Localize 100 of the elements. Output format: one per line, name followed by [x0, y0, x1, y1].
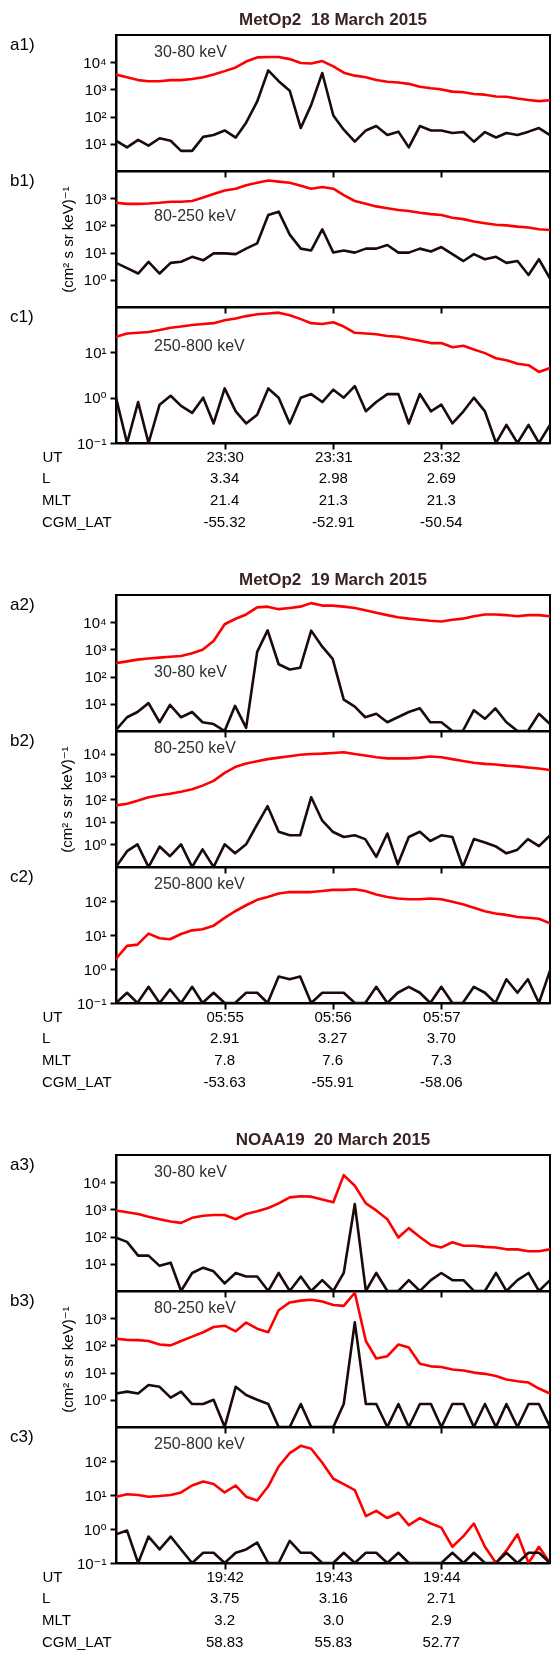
text: 2.71 [426, 1589, 456, 1606]
text: 7.6 [322, 1051, 344, 1068]
x-tick-label: 19:44 [423, 1567, 461, 1585]
y-axis-title: (cm² s sr keV)⁻¹ [58, 186, 76, 293]
y-tick-label: 10² [84, 108, 107, 126]
text: a3) [10, 1155, 35, 1174]
text: c2) [10, 867, 34, 886]
y-tick-label: 10⁴ [83, 53, 107, 71]
annotation: 80-250 keV [154, 207, 237, 224]
y-tick-label: 10¹ [84, 1255, 107, 1273]
x-tick-label: 05:57 [423, 1007, 461, 1025]
y-tick-label: 10² [84, 216, 107, 234]
x-tick-label: 19:42 [206, 1567, 244, 1585]
text: CGM_LAT [42, 513, 112, 530]
text: c1) [10, 307, 34, 326]
text: -52.91 [312, 513, 355, 530]
text: MLT [42, 491, 71, 508]
text: 55.83 [314, 1633, 353, 1650]
text: 3.27 [318, 1029, 348, 1046]
text: 21.3 [426, 491, 456, 508]
chart-title: MetOp2 19 March 2015 [238, 570, 428, 589]
y-tick-label: 10² [84, 668, 107, 686]
text: -55.32 [203, 513, 246, 530]
line-series [116, 179, 550, 232]
annotation: 30-80 keV [154, 1163, 228, 1180]
y-tick-label: 10¹ [84, 926, 107, 944]
line-series [116, 601, 550, 665]
line-series [116, 311, 550, 374]
text: 2.9 [430, 1611, 452, 1628]
y-tick-label: 10⁴ [83, 1173, 107, 1191]
text: 3.70 [426, 1029, 456, 1046]
x-tick-label: 23:32 [423, 447, 461, 465]
text: 3.0 [322, 1611, 344, 1628]
y-tick-label: 10³ [84, 189, 107, 207]
y-tick-label: 10⁻¹ [76, 1554, 107, 1572]
text: b3) [10, 1291, 35, 1310]
text: 21.4 [210, 491, 240, 508]
text: b1) [10, 171, 35, 190]
text: 3.16 [318, 1589, 348, 1606]
annotation: 250-800 keV [154, 337, 246, 354]
y-tick-label: 10¹ [84, 1364, 107, 1382]
text: a1) [10, 35, 35, 54]
y-axis-title: (cm² s sr keV)⁻¹ [58, 746, 76, 853]
x-axis-title: UT [42, 447, 63, 465]
text: 58.83 [205, 1633, 244, 1650]
y-tick-label: 10⁰ [83, 960, 107, 978]
text: MLT [42, 1611, 71, 1628]
y-tick-label: 10² [84, 892, 107, 910]
y-tick-label: 10¹ [84, 135, 107, 153]
y-tick-label: 10¹ [84, 695, 107, 713]
x-tick-label: 05:56 [314, 1007, 352, 1025]
x-tick-label: 23:31 [315, 447, 353, 465]
y-tick-label: 10¹ [84, 244, 107, 262]
line-series [116, 210, 550, 280]
y-tick-label: 10¹ [84, 343, 107, 361]
line-series [116, 55, 550, 103]
y-tick-label: 10¹ [84, 813, 107, 831]
x-tick-label: 05:55 [206, 1007, 244, 1025]
y-tick-label: 10⁰ [83, 1520, 107, 1538]
text: -58.06 [420, 1073, 463, 1090]
y-tick-label: 10⁴ [83, 613, 107, 631]
text: 7.8 [214, 1051, 236, 1068]
text: L [42, 469, 51, 486]
text: -55.91 [311, 1073, 354, 1090]
y-tick-label: 10⁰ [83, 271, 107, 289]
y-tick-label: 10² [84, 1336, 107, 1354]
text: 7.3 [430, 1051, 452, 1068]
y-tick-label: 10³ [84, 1309, 107, 1327]
x-axis-title: UT [42, 1007, 63, 1025]
text: CGM_LAT [42, 1073, 112, 1090]
y-tick-label: 10³ [84, 640, 107, 658]
text: b2) [10, 731, 35, 750]
line-series [116, 69, 550, 153]
text: CGM_LAT [42, 1633, 112, 1650]
y-tick-label: 10² [84, 1452, 107, 1470]
text: 2.69 [426, 469, 456, 486]
y-tick-label: 10⁰ [83, 1391, 107, 1409]
text: 21.3 [318, 491, 348, 508]
y-tick-label: 10³ [84, 80, 107, 98]
text: -53.63 [203, 1073, 246, 1090]
text: 3.34 [210, 469, 240, 486]
annotation: 30-80 keV [154, 663, 228, 680]
y-tick-label: 10⁰ [83, 389, 107, 407]
y-tick-label: 10² [84, 1228, 107, 1246]
text: MLT [42, 1051, 71, 1068]
text: -50.54 [420, 513, 463, 530]
line-series [116, 887, 550, 961]
y-tick-label: 10³ [84, 1200, 107, 1218]
text: 2.98 [318, 469, 348, 486]
x-axis-title: UT [42, 1567, 63, 1585]
annotation: 80-250 keV [154, 1299, 237, 1316]
text: L [42, 1029, 51, 1046]
text: 3.2 [214, 1611, 236, 1628]
text: 3.75 [210, 1589, 240, 1606]
text: 2.91 [210, 1029, 240, 1046]
text: c3) [10, 1427, 34, 1446]
y-tick-label: 10² [84, 790, 107, 808]
text: L [42, 1589, 51, 1606]
annotation: 250-800 keV [154, 875, 246, 892]
x-tick-label: 23:30 [206, 447, 244, 465]
